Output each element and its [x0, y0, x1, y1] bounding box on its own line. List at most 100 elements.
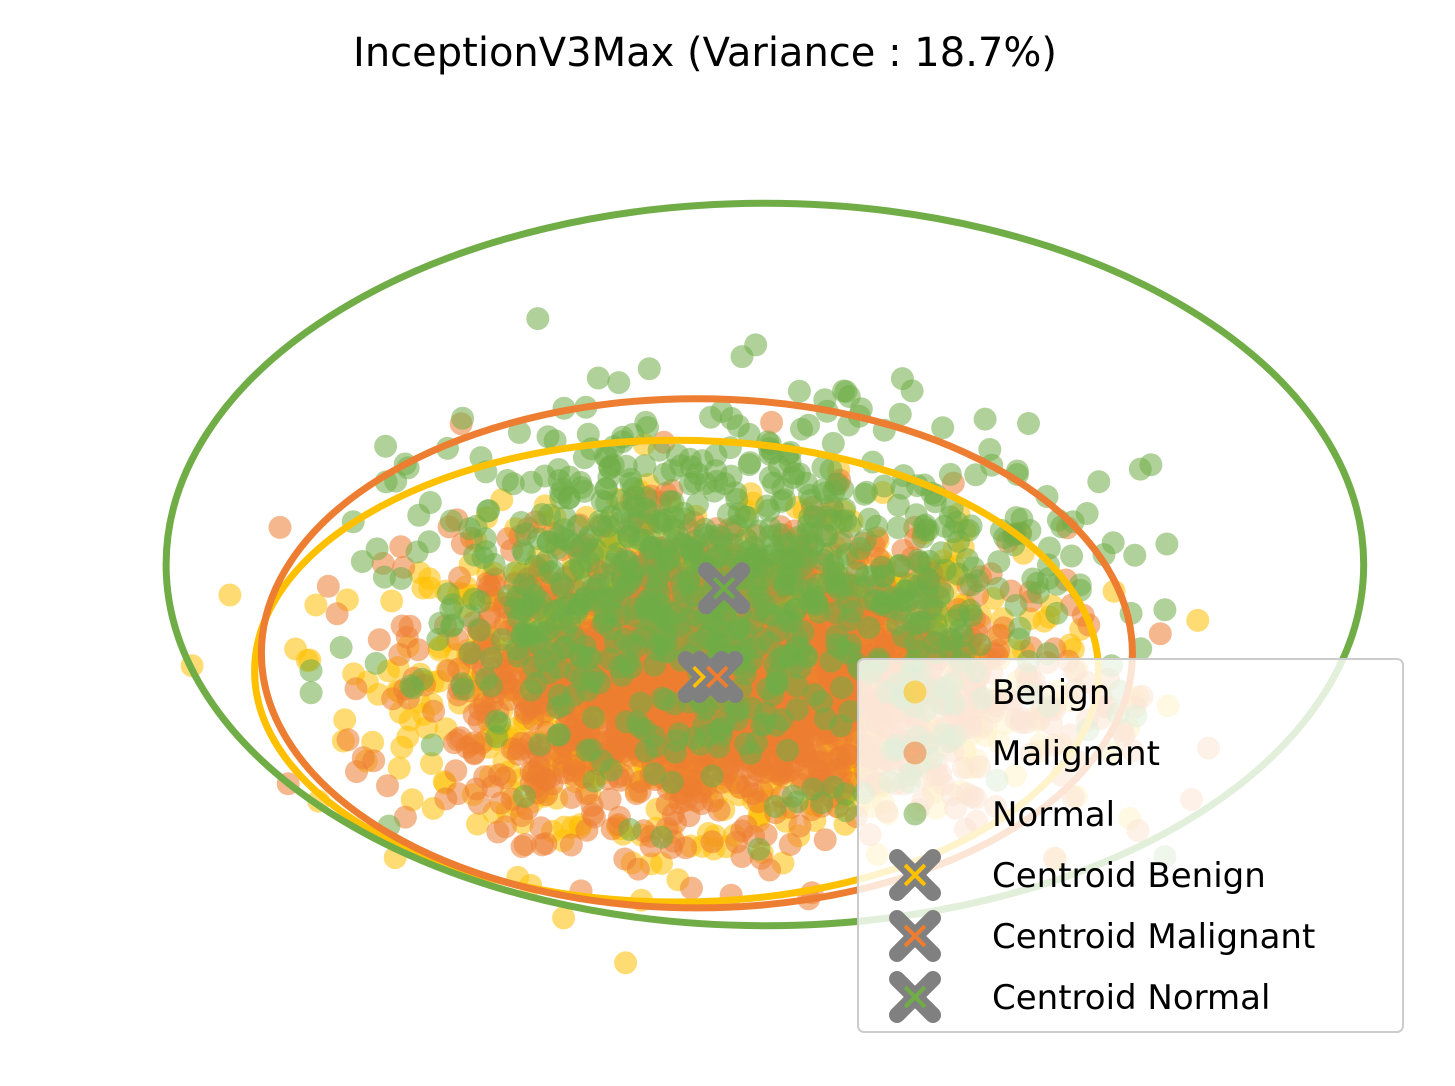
point-normal: [753, 712, 777, 736]
point-normal: [929, 541, 953, 565]
point-benign: [466, 812, 489, 836]
point-normal: [401, 676, 425, 700]
legend-marker-malignant: [903, 741, 927, 765]
point-normal: [299, 659, 323, 683]
point-normal: [617, 525, 641, 549]
point-malignant: [559, 833, 583, 857]
point-normal: [587, 671, 611, 695]
point-malignant: [707, 798, 731, 822]
point-normal: [650, 825, 674, 849]
point-normal: [299, 681, 323, 705]
chart-title: InceptionV3Max (Variance : 18.7%): [353, 30, 1057, 76]
point-normal: [821, 431, 845, 455]
point-normal: [968, 633, 992, 657]
point-normal: [1008, 616, 1032, 640]
point-malignant: [388, 643, 412, 666]
point-normal: [665, 443, 689, 467]
centroid-normal-marker: [698, 562, 751, 615]
point-malignant: [336, 728, 360, 752]
point-normal: [1010, 507, 1034, 531]
point-normal: [468, 590, 492, 614]
point-normal: [512, 784, 536, 808]
legend-item-malignant: Malignant: [903, 734, 1160, 774]
point-normal: [886, 516, 910, 540]
point-normal: [526, 307, 550, 331]
point-normal: [857, 616, 881, 640]
point-normal: [599, 758, 623, 782]
point-normal: [903, 631, 927, 655]
point-normal: [594, 477, 618, 501]
ellipse-malignant: [257, 395, 1136, 912]
point-normal: [507, 644, 530, 668]
point-normal: [596, 514, 620, 538]
point-normal: [667, 614, 691, 637]
point-normal: [1004, 593, 1028, 617]
point-normal: [805, 590, 829, 614]
point-normal: [439, 509, 463, 533]
point-normal: [568, 593, 592, 617]
point-malignant: [813, 828, 837, 852]
point-normal: [890, 476, 914, 500]
point-malignant: [316, 574, 340, 598]
point-normal: [441, 593, 465, 617]
legend-label: Centroid Benign: [992, 856, 1266, 896]
point-normal: [973, 407, 997, 431]
point-normal: [872, 474, 896, 498]
point-normal: [1155, 532, 1179, 556]
point-normal: [810, 690, 833, 714]
point-malignant: [468, 698, 492, 721]
point-normal: [502, 561, 526, 585]
point-normal: [707, 718, 731, 742]
point-normal: [833, 782, 857, 806]
point-normal: [700, 764, 724, 788]
point-normal: [857, 507, 881, 531]
point-malignant: [442, 731, 466, 755]
point-normal: [637, 357, 661, 381]
point-benign: [614, 951, 638, 975]
point-normal: [507, 421, 531, 444]
point-normal: [484, 709, 508, 733]
point-malignant: [530, 833, 554, 857]
point-malignant: [473, 765, 497, 789]
point-malignant: [628, 780, 652, 804]
legend-label: Centroid Malignant: [992, 917, 1315, 957]
point-normal: [607, 371, 631, 395]
point-normal: [787, 379, 811, 403]
point-normal: [966, 569, 990, 593]
point-benign: [380, 589, 404, 613]
point-normal: [834, 799, 858, 823]
point-normal: [625, 710, 649, 734]
point-normal: [477, 499, 501, 522]
point-normal: [900, 379, 924, 403]
point-normal: [417, 530, 441, 554]
point-normal: [1060, 544, 1084, 568]
point-benign: [218, 583, 242, 607]
point-normal: [463, 543, 487, 567]
point-normal: [530, 636, 554, 660]
point-normal: [797, 413, 820, 437]
point-malignant: [771, 758, 795, 782]
point-normal: [713, 472, 737, 496]
point-normal: [663, 740, 687, 764]
point-normal: [350, 550, 374, 573]
point-normal: [1087, 470, 1111, 494]
point-normal: [931, 416, 955, 440]
point-normal: [720, 407, 743, 430]
point-normal: [888, 402, 912, 426]
point-normal: [870, 593, 894, 617]
legend-marker-benign: [903, 680, 927, 704]
point-normal: [671, 592, 695, 616]
point-normal: [908, 586, 932, 609]
point-normal: [671, 532, 695, 556]
point-normal: [690, 449, 714, 473]
legend-marker-centroid-benign: [889, 849, 941, 901]
point-normal: [854, 565, 878, 589]
point-normal: [1017, 412, 1040, 435]
legend-label: Normal: [992, 795, 1115, 835]
point-normal: [570, 645, 593, 669]
legend-label: Malignant: [992, 734, 1160, 774]
point-normal: [667, 722, 691, 746]
point-malignant: [792, 727, 815, 750]
point-malignant: [513, 833, 537, 856]
point-normal: [527, 527, 551, 551]
